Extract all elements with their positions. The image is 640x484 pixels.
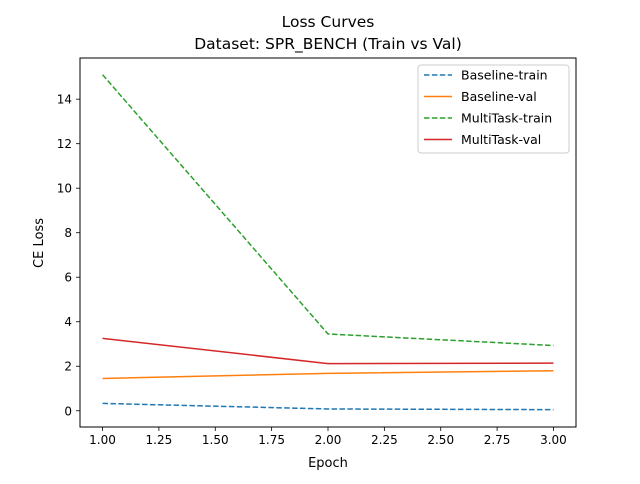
plot-area-frame (79, 57, 577, 428)
x-tick-label: 2.00 (315, 433, 342, 447)
y-tick-label: 2 (64, 360, 72, 374)
x-tick-label: 3.00 (540, 433, 567, 447)
y-axis-ticks: 0 2 4 6 8 10 12 14 (57, 93, 80, 418)
legend-label: MultiTask-train (461, 111, 552, 126)
x-tick-label: 2.25 (371, 433, 398, 447)
x-axis-label: Epoch (308, 456, 348, 471)
legend-items: Baseline-train Baseline-val MultiTask-trai… (424, 68, 552, 147)
legend-box (417, 64, 570, 154)
series-layer (101, 74, 554, 411)
series-line-multitask-val (102, 337, 554, 365)
x-tick-label: 2.50 (427, 433, 454, 447)
y-axis-label: CE Loss (32, 218, 47, 268)
x-tick-label: 1.25 (146, 433, 173, 447)
chart-title-line1: Loss Curves (282, 13, 375, 31)
x-tick-label: 1.75 (258, 433, 285, 447)
series-line-baseline-train (102, 402, 554, 411)
y-tick-label: 10 (57, 182, 72, 196)
x-tick-label: 1.00 (89, 433, 116, 447)
y-tick-label: 6 (64, 271, 72, 285)
x-tick-label: 1.50 (202, 433, 229, 447)
y-tick-label: 14 (57, 93, 72, 107)
x-tick-label: 2.75 (484, 433, 511, 447)
chart-title-line2: Dataset: SPR_BENCH (Train vs Val) (194, 35, 462, 54)
y-tick-label: 12 (57, 137, 72, 151)
legend-label: Baseline-val (461, 89, 537, 104)
series-line-multitask-train (101, 74, 554, 347)
legend-label: MultiTask-val (461, 132, 541, 147)
x-axis-ticks: 1.00 1.25 1.50 1.75 2.00 2.25 2.50 2.75 3.00 (89, 427, 567, 447)
series-line-baseline-val (102, 369, 554, 380)
y-tick-label: 0 (64, 404, 72, 418)
legend-label: Baseline-train (461, 68, 548, 83)
y-tick-label: 4 (64, 315, 72, 329)
y-tick-label: 8 (64, 226, 72, 240)
legend: Baseline-train Baseline-val MultiTask-trai… (417, 64, 570, 154)
